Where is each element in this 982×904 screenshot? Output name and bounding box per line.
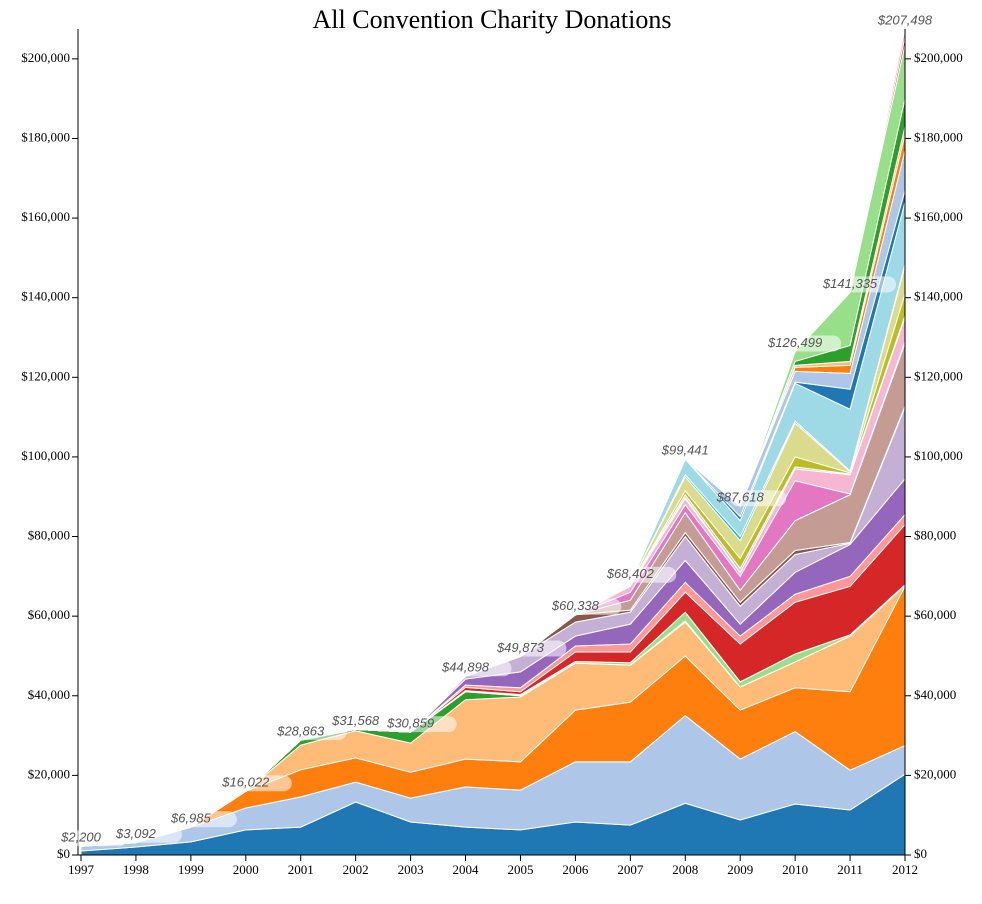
x-tick-label: 2005 <box>507 862 533 877</box>
x-tick-label: 2006 <box>562 862 589 877</box>
x-tick-label: 2010 <box>782 862 808 877</box>
y-tick-label-right: $180,000 <box>914 129 963 144</box>
y-tick-label-right: $0 <box>914 846 927 861</box>
total-label: $126,499 <box>767 335 822 350</box>
y-tick-label: $160,000 <box>21 209 70 224</box>
total-label-bg <box>71 830 127 847</box>
y-tick-label-right: $100,000 <box>914 448 963 463</box>
total-label: $207,498 <box>877 12 933 27</box>
y-tick-label: $60,000 <box>28 607 70 622</box>
total-label: $141,335 <box>822 276 878 291</box>
total-label: $68,402 <box>606 566 655 581</box>
total-label-bg <box>400 716 457 733</box>
x-tick-label: 2011 <box>837 862 863 877</box>
y-tick-label-right: $120,000 <box>914 368 963 383</box>
total-label: $28,863 <box>276 724 325 739</box>
total-label: $3,092 <box>115 826 157 841</box>
total-label-bg <box>125 826 182 843</box>
total-label-bg <box>730 490 787 507</box>
y-tick-label-right: $200,000 <box>914 50 963 65</box>
y-tick-label: $180,000 <box>21 129 70 144</box>
x-tick-label: 2012 <box>892 862 918 877</box>
y-tick-label: $0 <box>57 846 70 861</box>
x-tick-label: 1999 <box>178 862 204 877</box>
total-label: $87,618 <box>716 490 765 505</box>
y-tick-label-right: $60,000 <box>914 607 956 622</box>
total-label: $99,441 <box>661 443 709 458</box>
total-label-bg <box>345 713 402 730</box>
total-label: $6,985 <box>170 811 212 826</box>
y-tick-label: $120,000 <box>21 368 70 383</box>
y-tick-label-right: $80,000 <box>914 528 956 543</box>
y-tick-label: $20,000 <box>28 766 70 781</box>
y-tick-label-right: $140,000 <box>914 289 963 304</box>
y-tick-label: $140,000 <box>21 289 70 304</box>
x-tick-label: 2008 <box>672 862 698 877</box>
total-label: $31,568 <box>331 713 380 728</box>
total-label: $2,200 <box>60 830 102 845</box>
total-label-bg <box>455 660 512 677</box>
total-label-bg <box>235 775 292 792</box>
y-tick-label: $100,000 <box>21 448 70 463</box>
y-tick-label-right: $20,000 <box>914 766 956 781</box>
total-label-bg <box>840 276 897 293</box>
total-label-bg <box>510 640 567 657</box>
total-label: $44,898 <box>441 660 490 675</box>
x-tick-label: 2004 <box>453 862 480 877</box>
x-tick-label: 2009 <box>727 862 753 877</box>
total-label-bg <box>565 598 622 615</box>
y-tick-label-right: $40,000 <box>914 687 956 702</box>
total-label-bg <box>785 335 842 352</box>
y-tick-label: $200,000 <box>21 50 70 65</box>
total-label-bg <box>675 443 732 460</box>
x-tick-label: 1998 <box>123 862 149 877</box>
total-label-bg <box>290 724 347 741</box>
x-tick-label: 2002 <box>343 862 369 877</box>
x-tick-label: 1997 <box>68 862 95 877</box>
y-tick-label: $40,000 <box>28 687 70 702</box>
x-tick-label: 2000 <box>233 862 259 877</box>
y-tick-label-right: $160,000 <box>914 209 963 224</box>
x-tick-label: 2007 <box>617 862 644 877</box>
x-tick-label: 2001 <box>288 862 314 877</box>
total-label-bg <box>895 13 951 29</box>
total-label: $16,022 <box>221 775 270 790</box>
total-label-bg <box>620 566 677 583</box>
total-label: $30,859 <box>386 716 434 731</box>
total-label-bg <box>180 811 237 828</box>
total-label: $49,873 <box>496 640 545 655</box>
x-tick-label: 2003 <box>398 862 424 877</box>
chart-title: All Convention Charity Donations <box>313 5 672 34</box>
y-tick-label: $80,000 <box>28 528 70 543</box>
total-label: $60,338 <box>551 598 600 613</box>
